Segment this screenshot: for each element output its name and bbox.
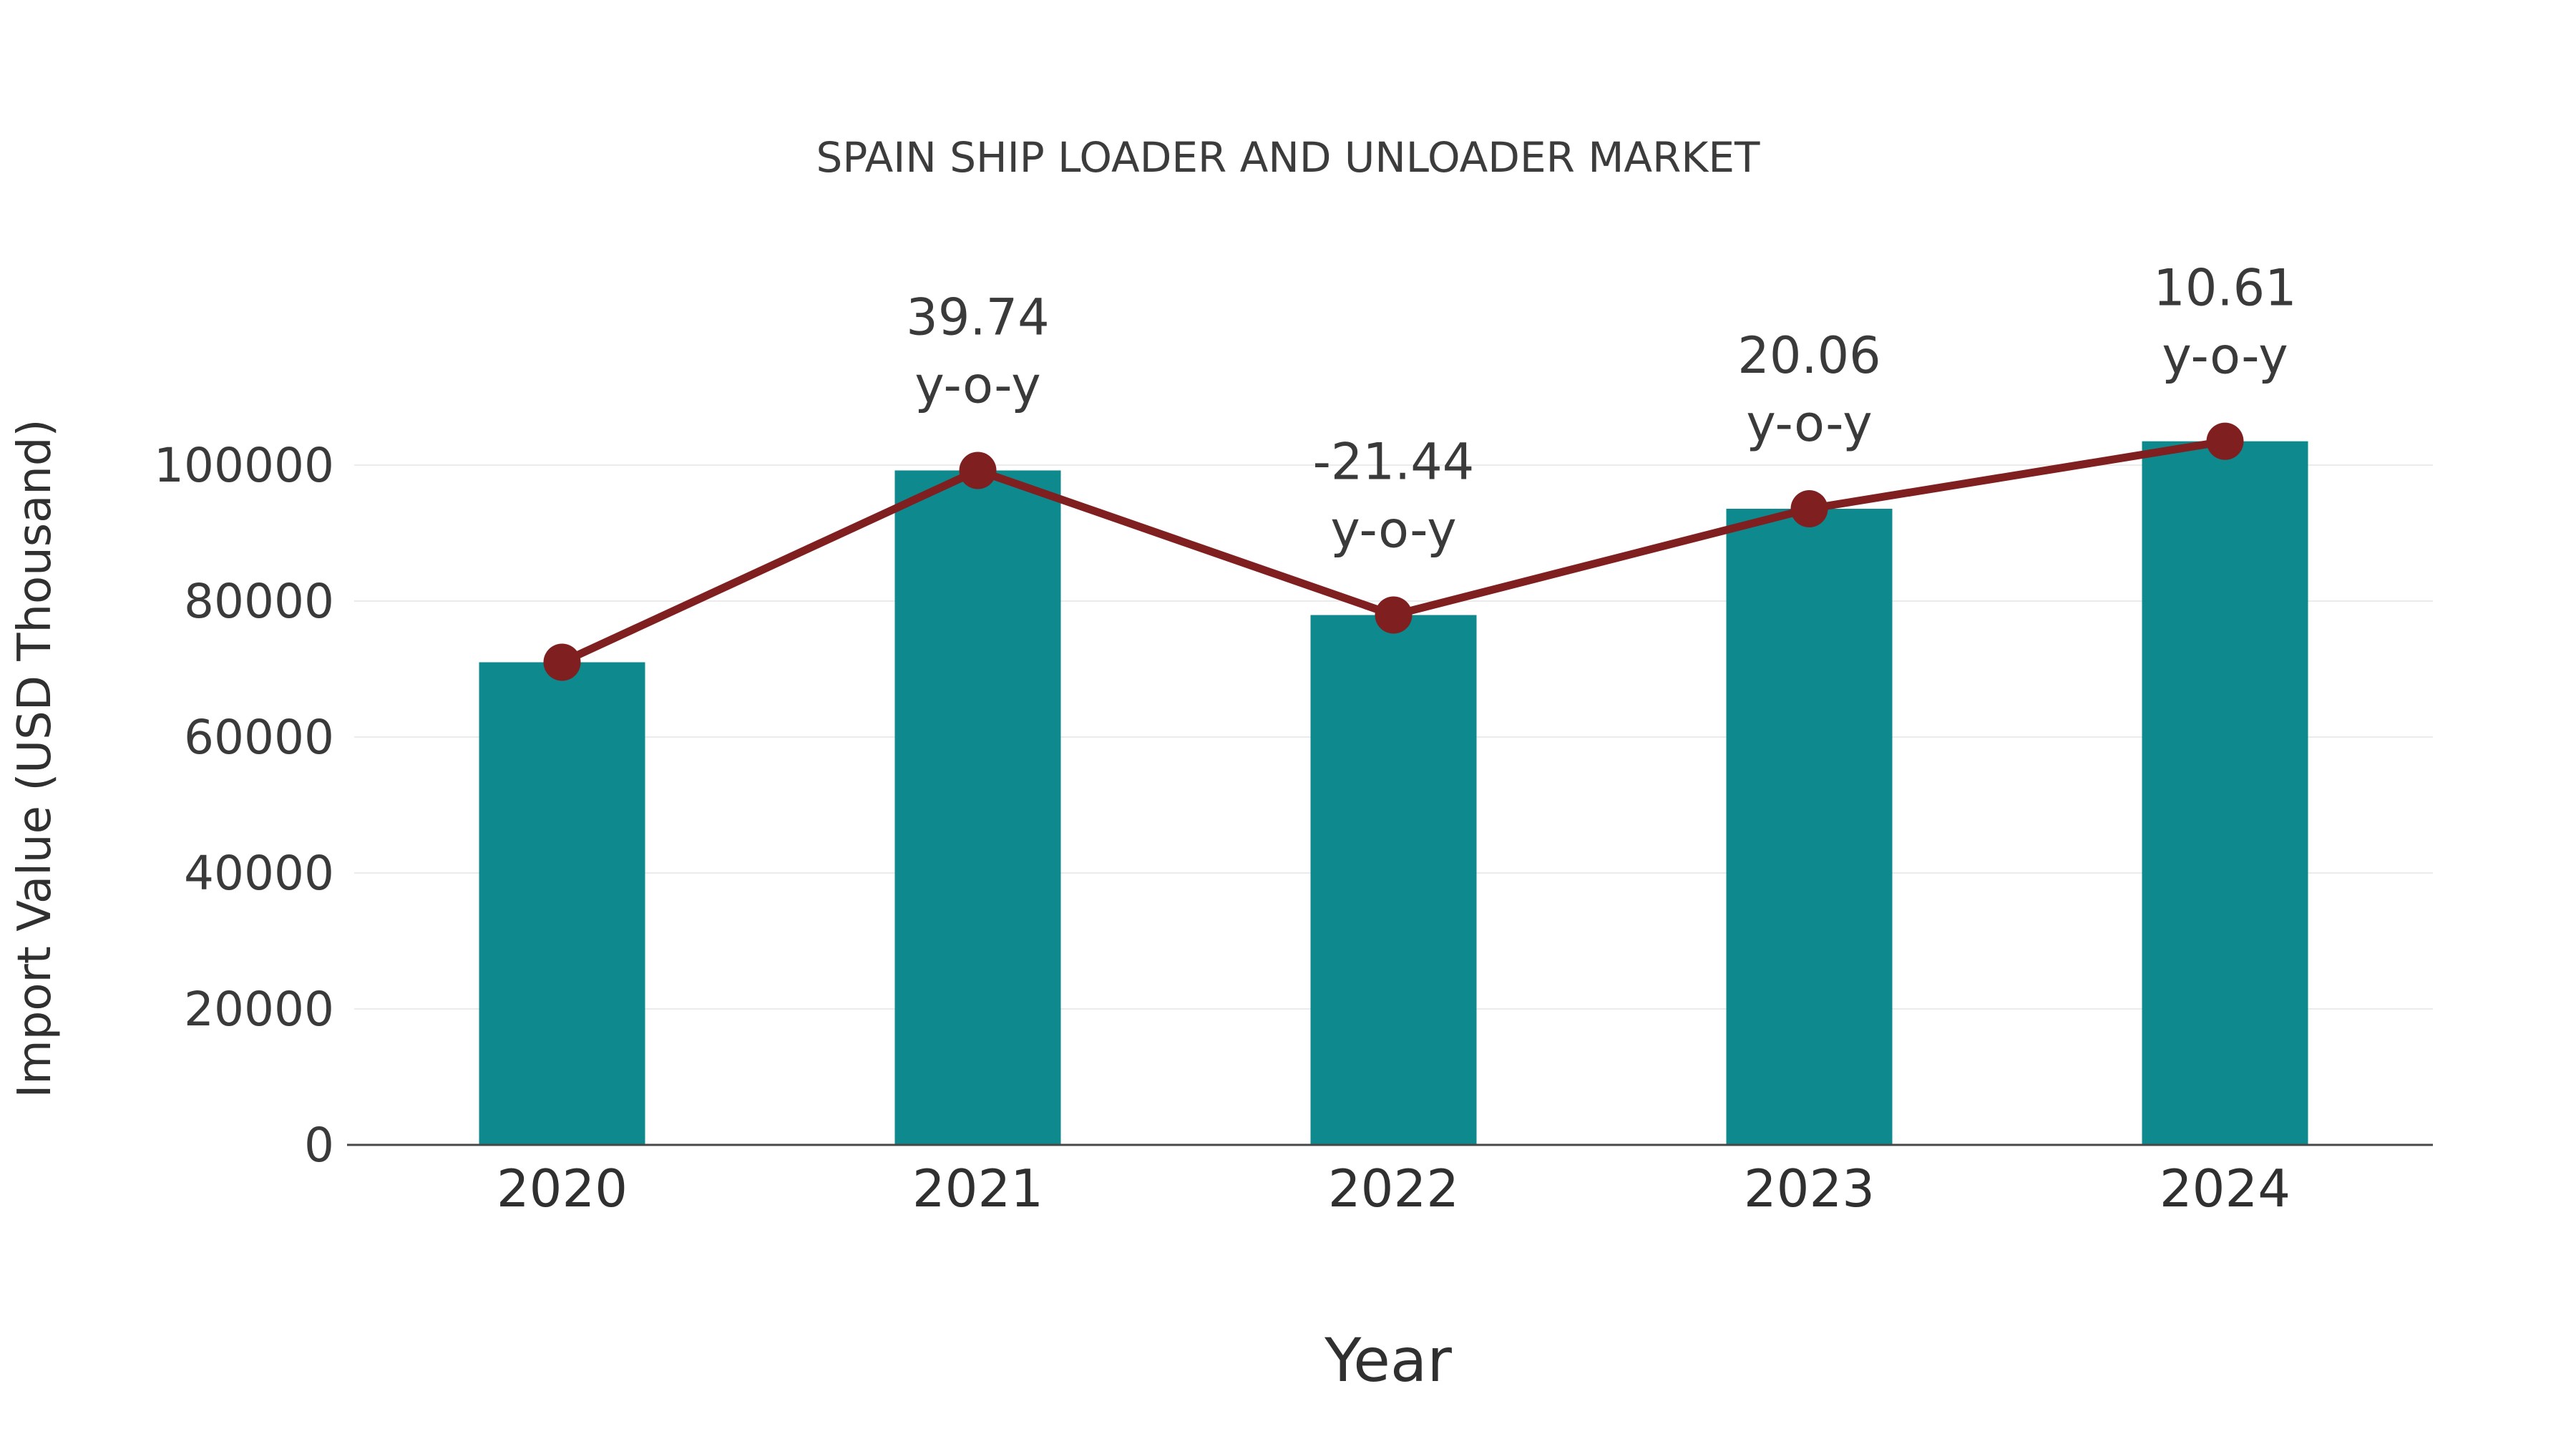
- bar-2022: [1310, 615, 1477, 1145]
- data-point-2023: [1790, 490, 1828, 528]
- x-tick-label-2021: 2021: [912, 1158, 1043, 1219]
- bar-2023: [1726, 509, 1893, 1145]
- bar-2020: [479, 662, 645, 1145]
- y-tick-label: 80000: [184, 574, 334, 629]
- y-axis-title: Import Value (USD Thousand): [9, 419, 62, 1098]
- annotation-value-2022: -21.44: [1313, 433, 1475, 492]
- plot-area: 0 20000 40000 60000 80000 100000 2020 2021 2022 2…: [154, 259, 2433, 1219]
- x-axis-title: Year: [1324, 1325, 1452, 1395]
- y-tick-label: 60000: [184, 710, 334, 765]
- chart-title: SPAIN SHIP LOADER AND UNLOADER MARKET: [816, 133, 1761, 182]
- y-tick-label: 40000: [184, 846, 334, 901]
- annotation-suffix-2023: y-o-y: [1746, 394, 1872, 453]
- y-tick-label: 100000: [154, 438, 334, 493]
- x-tick-label-2024: 2024: [2160, 1158, 2290, 1219]
- annotation-suffix-2021: y-o-y: [914, 356, 1040, 414]
- annotation-suffix-2024: y-o-y: [2162, 327, 2288, 386]
- data-point-2024: [2206, 422, 2244, 460]
- bar-2021: [894, 470, 1061, 1145]
- data-point-2020: [543, 643, 581, 681]
- annotation-value-2024: 10.61: [2153, 259, 2296, 318]
- annotation-value-2021: 39.74: [906, 288, 1049, 346]
- bar-2024: [2142, 441, 2308, 1145]
- y-tick-label: 20000: [184, 982, 334, 1037]
- y-tick-label: 0: [304, 1118, 334, 1173]
- data-point-2021: [959, 452, 997, 489]
- x-tick-label-2023: 2023: [1744, 1158, 1875, 1219]
- annotation-suffix-2022: y-o-y: [1330, 501, 1456, 560]
- annotation-value-2023: 20.06: [1737, 326, 1880, 385]
- x-tick-label-2022: 2022: [1328, 1158, 1459, 1219]
- x-tick-label-2020: 2020: [497, 1158, 628, 1219]
- data-point-2022: [1375, 596, 1413, 634]
